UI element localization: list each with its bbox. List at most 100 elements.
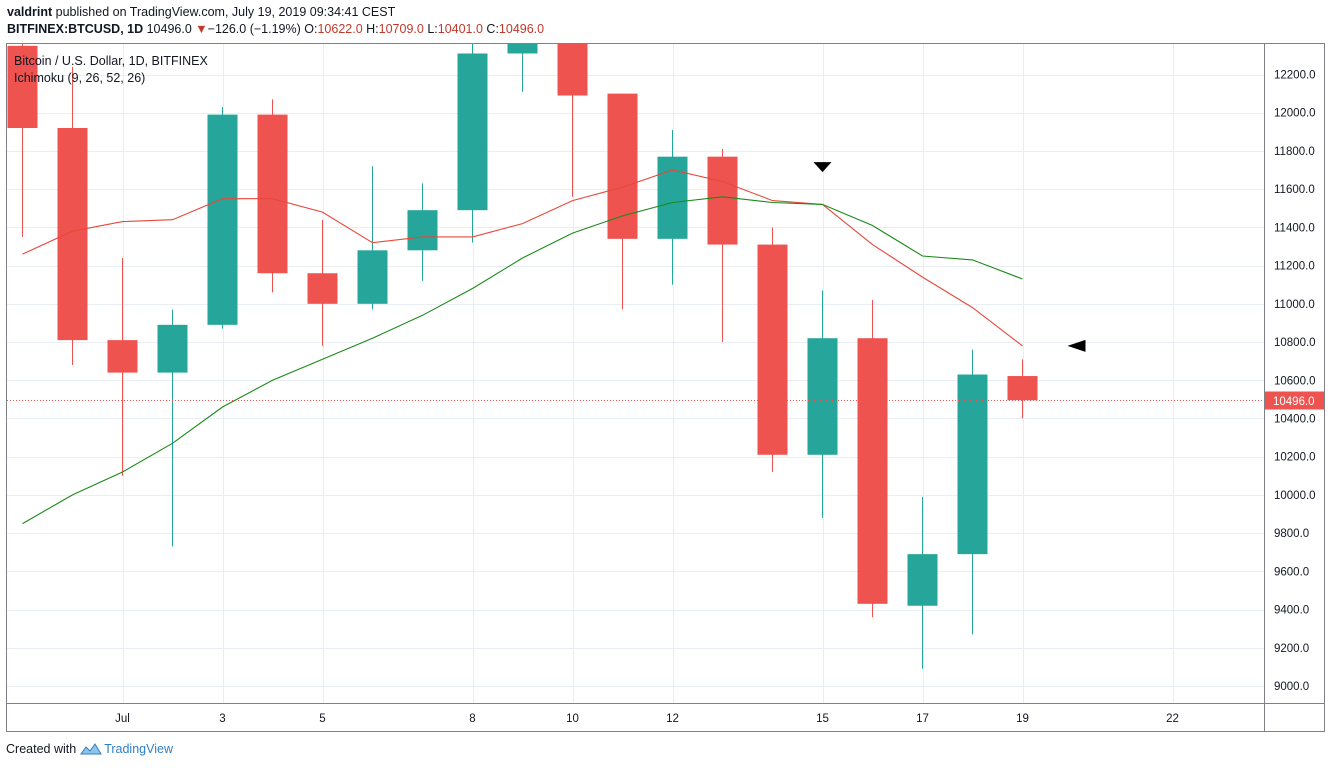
candle-up	[957, 349, 988, 635]
candle-body	[157, 324, 188, 373]
tradingview-logo-icon	[80, 743, 103, 755]
indicator-label[interactable]: Ichimoku (9, 26, 52, 26)	[14, 71, 145, 85]
y-tick-label: 11600.0	[1274, 184, 1315, 196]
candle-up	[207, 106, 238, 329]
y-tick-label: 9200.0	[1274, 643, 1309, 655]
y-tick-label: 10000.0	[1274, 490, 1316, 502]
x-tick-label: 19	[1016, 713, 1029, 725]
candle-up	[657, 129, 688, 285]
open-label: O:	[304, 22, 318, 36]
created-with-text: Created with	[6, 742, 77, 756]
symbol-label[interactable]: BITFINEX:BTCUSD, 1D	[7, 22, 144, 36]
candle-down	[57, 66, 88, 365]
x-tick-label: 10	[566, 713, 579, 725]
y-tick-label: 9000.0	[1274, 681, 1309, 693]
conversion-line-series	[22, 169, 1023, 347]
candle-body	[107, 340, 138, 373]
last-price: 10496.0	[146, 22, 192, 36]
publish-text: published on TradingView.com, July 19, 2…	[55, 5, 396, 19]
candle-down	[607, 93, 638, 310]
candle-down	[757, 227, 788, 472]
x-tick-label: Jul	[115, 713, 130, 725]
candle-body	[207, 114, 238, 325]
last-price-line: 10496.0	[7, 391, 1324, 410]
candle-body	[407, 210, 438, 251]
y-tick-label: 11000.0	[1274, 299, 1315, 311]
candle-down	[857, 299, 888, 618]
y-tick-label: 9800.0	[1274, 528, 1309, 540]
x-tick-label: 17	[916, 713, 929, 725]
candle-body	[657, 156, 688, 239]
symbol-info: BITFINEX:BTCUSD, 1D 10496.0 ▼−126.0 (−1.…	[7, 22, 544, 36]
y-tick-label: 9600.0	[1274, 566, 1309, 578]
arrow-down-marker-icon	[813, 162, 832, 173]
x-tick-label: 8	[469, 713, 475, 725]
candle-body	[457, 53, 488, 211]
candle-up	[807, 290, 838, 518]
candle-body	[1007, 376, 1038, 401]
candle-body	[57, 128, 88, 341]
candle-body	[257, 114, 288, 274]
candle-down	[557, 44, 588, 197]
close-value: 10496.0	[498, 22, 545, 36]
footer: Created with TradingView	[6, 742, 173, 756]
close-label: C:	[486, 22, 499, 36]
candle-up	[157, 309, 188, 547]
open-value: 10622.0	[317, 22, 363, 36]
candle-up	[907, 496, 938, 669]
candle-up	[457, 44, 488, 243]
candle-down	[257, 99, 288, 293]
y-tick-label: 12000.0	[1274, 108, 1316, 120]
annotation-markers	[813, 162, 1086, 352]
x-tick-label: 3	[219, 713, 225, 725]
price-axis[interactable]: 9000.0 9200.0 9400.0 9600.0 9800.0 10000.0 102…	[1274, 70, 1316, 694]
candle-body	[307, 273, 338, 304]
time-axis[interactable]: Jul 3 5 8 10 12 15 17 19 22	[115, 713, 1179, 725]
candle-body	[507, 44, 538, 54]
low-label: L:	[427, 22, 438, 36]
high-label: H:	[366, 22, 379, 36]
candle-body	[707, 156, 738, 245]
candle-body	[857, 338, 888, 604]
arrow-left-marker-icon	[1067, 339, 1086, 352]
x-tick-label: 15	[816, 713, 829, 725]
chart-frame	[6, 43, 1325, 732]
last-price-tag-label: 10496.0	[1273, 396, 1315, 408]
y-tick-label: 11400.0	[1274, 222, 1315, 234]
candle-body	[357, 250, 388, 304]
y-tick-label: 10600.0	[1274, 375, 1316, 387]
down-arrow-icon: ▼	[195, 22, 208, 36]
candle-down	[107, 257, 138, 476]
candle-down	[307, 219, 338, 346]
x-tick-label: 12	[666, 713, 679, 725]
candle-up	[357, 166, 388, 310]
y-tick-label: 10400.0	[1274, 413, 1316, 425]
chart-title: Bitcoin / U.S. Dollar, 1D, BITFINEX	[14, 54, 208, 68]
candle-body	[907, 554, 938, 606]
candle-body	[607, 93, 638, 239]
y-tick-label: 9400.0	[1274, 605, 1309, 617]
candle-body	[957, 374, 988, 555]
candle-body	[807, 338, 838, 455]
candles	[7, 44, 1038, 669]
x-tick-label: 22	[1166, 713, 1179, 725]
candle-up	[407, 183, 438, 281]
y-tick-label: 10200.0	[1274, 452, 1316, 464]
y-tick-label: 12200.0	[1274, 70, 1316, 82]
tradingview-link[interactable]: TradingView	[104, 742, 173, 756]
low-value: 10401.0	[437, 22, 483, 36]
x-tick-label: 5	[319, 713, 325, 725]
y-tick-label: 11800.0	[1274, 146, 1315, 158]
candle-body	[7, 45, 38, 129]
candle-body	[557, 44, 588, 96]
y-tick-label: 11200.0	[1274, 261, 1315, 273]
author-name[interactable]: valdrint	[7, 5, 53, 19]
candle-down	[707, 149, 738, 343]
base-line-series	[22, 196, 1023, 525]
ichimoku-lines	[22, 169, 1023, 525]
price-change: −126.0 (−1.19%)	[207, 22, 301, 36]
candle-body	[757, 244, 788, 455]
candle-down	[7, 44, 38, 237]
y-tick-label: 10800.0	[1274, 337, 1316, 349]
